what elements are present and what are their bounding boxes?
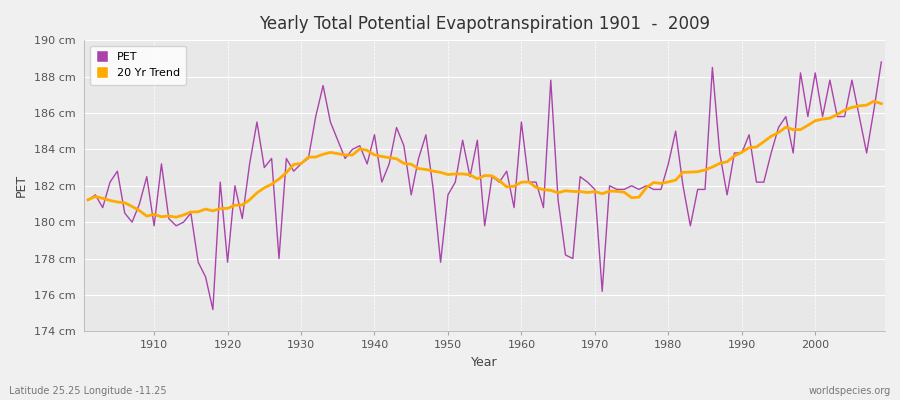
PET bbox=[141, 174, 152, 179]
20 Yr Trend bbox=[516, 180, 526, 185]
20 Yr Trend bbox=[141, 214, 152, 218]
20 Yr Trend bbox=[83, 197, 94, 202]
PET bbox=[611, 187, 622, 192]
20 Yr Trend bbox=[876, 101, 886, 106]
20 Yr Trend bbox=[611, 189, 622, 194]
Y-axis label: PET: PET bbox=[15, 174, 28, 197]
20 Yr Trend bbox=[523, 180, 534, 184]
Title: Yearly Total Potential Evapotranspiration 1901  -  2009: Yearly Total Potential Evapotranspiratio… bbox=[259, 15, 710, 33]
Legend: PET, 20 Yr Trend: PET, 20 Yr Trend bbox=[90, 46, 186, 84]
PET bbox=[516, 120, 526, 124]
X-axis label: Year: Year bbox=[472, 356, 498, 369]
20 Yr Trend bbox=[355, 146, 365, 151]
20 Yr Trend bbox=[868, 99, 879, 104]
PET bbox=[208, 307, 219, 312]
PET bbox=[83, 198, 94, 203]
Line: PET: PET bbox=[88, 62, 881, 310]
Text: Latitude 25.25 Longitude -11.25: Latitude 25.25 Longitude -11.25 bbox=[9, 386, 166, 396]
Line: 20 Yr Trend: 20 Yr Trend bbox=[88, 101, 881, 217]
Text: worldspecies.org: worldspecies.org bbox=[809, 386, 891, 396]
PET bbox=[310, 114, 321, 119]
20 Yr Trend bbox=[310, 154, 321, 159]
20 Yr Trend bbox=[171, 215, 182, 220]
PET bbox=[876, 60, 886, 64]
PET bbox=[355, 143, 365, 148]
PET bbox=[523, 180, 534, 184]
